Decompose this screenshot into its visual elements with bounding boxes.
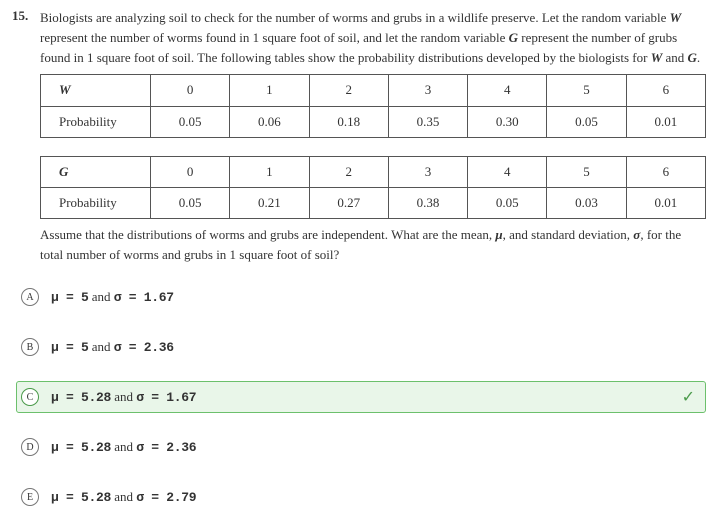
tw-prob-label: Probability	[41, 106, 151, 137]
var-W: W	[670, 10, 682, 25]
question-body: Biologists are analyzing soil to check f…	[40, 8, 706, 265]
tw-cell: 0.18	[309, 106, 388, 137]
choice-mu: μ = 5.28	[51, 440, 111, 455]
tw-cell: 5	[547, 75, 626, 106]
tg-cell: 0.01	[626, 187, 705, 218]
choice-sigma: σ = 2.36	[136, 440, 196, 455]
q-text: Biologists are analyzing soil to check f…	[40, 10, 670, 25]
choice-and: and	[111, 389, 136, 404]
tg-cell: 1	[230, 156, 309, 187]
choice-text: μ = 5 and σ = 2.36	[51, 339, 174, 355]
q-text: represent the number of worms found in 1…	[40, 30, 509, 45]
choice-letter: B	[21, 338, 39, 356]
tg-cell: 6	[626, 156, 705, 187]
check-icon: ✓	[682, 387, 695, 407]
tw-cell: 3	[388, 75, 467, 106]
tw-label: W	[41, 75, 151, 106]
question-number: 15.	[12, 8, 40, 24]
choice-sigma: σ = 2.79	[136, 490, 196, 505]
tg-cell: 2	[309, 156, 388, 187]
mu-symbol: μ	[495, 227, 502, 242]
choice-sigma: σ = 1.67	[136, 390, 196, 405]
choice-mu: μ = 5.28	[51, 490, 111, 505]
choice-letter: E	[21, 488, 39, 506]
tw-cell: 0.35	[388, 106, 467, 137]
tg-cell: 0.27	[309, 187, 388, 218]
choice-mu: μ = 5	[51, 340, 89, 355]
tg-cell: 4	[468, 156, 547, 187]
choice-and: and	[89, 289, 114, 304]
var-G: G	[509, 30, 518, 45]
tw-cell: 0	[151, 75, 230, 106]
table-row: Probability 0.05 0.06 0.18 0.35 0.30 0.0…	[41, 106, 706, 137]
choice-text: μ = 5.28 and σ = 1.67	[51, 389, 196, 405]
tw-cell: 2	[309, 75, 388, 106]
tw-cell: 0.01	[626, 106, 705, 137]
q-text: .	[697, 50, 700, 65]
var-G2: G	[688, 50, 697, 65]
tg-cell: 0.05	[468, 187, 547, 218]
answer-choices: A μ = 5 and σ = 1.67 B μ = 5 and σ = 2.3…	[16, 281, 706, 513]
choice-sigma: σ = 2.36	[114, 340, 174, 355]
tg-cell: 3	[388, 156, 467, 187]
choice-letter: A	[21, 288, 39, 306]
question-row: 15. Biologists are analyzing soil to che…	[12, 8, 706, 265]
tw-cell: 0.30	[468, 106, 547, 137]
tw-cell: 0.05	[547, 106, 626, 137]
choice-D[interactable]: D μ = 5.28 and σ = 2.36	[16, 431, 706, 463]
table-row: G 0 1 2 3 4 5 6	[41, 156, 706, 187]
table-row: W 0 1 2 3 4 5 6	[41, 75, 706, 106]
tw-cell: 0.06	[230, 106, 309, 137]
tg-cell: 0.38	[388, 187, 467, 218]
choice-letter: C	[21, 388, 39, 406]
choice-text: μ = 5.28 and σ = 2.36	[51, 439, 196, 455]
choice-A[interactable]: A μ = 5 and σ = 1.67	[16, 281, 706, 313]
tg-prob-label: Probability	[41, 187, 151, 218]
choice-and: and	[111, 489, 136, 504]
choice-sigma: σ = 1.67	[114, 290, 174, 305]
choice-mu: μ = 5	[51, 290, 89, 305]
choice-B[interactable]: B μ = 5 and σ = 2.36	[16, 331, 706, 363]
tw-cell: 0.05	[151, 106, 230, 137]
question-after: Assume that the distributions of worms a…	[40, 225, 706, 265]
after-text: , and standard deviation,	[503, 227, 634, 242]
tg-cell: 0	[151, 156, 230, 187]
q-text: and	[662, 50, 687, 65]
choice-E[interactable]: E μ = 5.28 and σ = 2.79	[16, 481, 706, 513]
tw-cell: 1	[230, 75, 309, 106]
tg-label: G	[41, 156, 151, 187]
table-row: Probability 0.05 0.21 0.27 0.38 0.05 0.0…	[41, 187, 706, 218]
table-G: G 0 1 2 3 4 5 6 Probability 0.05 0.21 0.…	[40, 156, 706, 219]
choice-and: and	[111, 439, 136, 454]
var-W2: W	[651, 50, 663, 65]
tg-cell: 0.05	[151, 187, 230, 218]
tw-cell: 4	[468, 75, 547, 106]
tg-cell: 0.21	[230, 187, 309, 218]
tg-cell: 5	[547, 156, 626, 187]
choice-letter: D	[21, 438, 39, 456]
choice-text: μ = 5 and σ = 1.67	[51, 289, 174, 305]
table-W: W 0 1 2 3 4 5 6 Probability 0.05 0.06 0.…	[40, 74, 706, 137]
choice-C[interactable]: C μ = 5.28 and σ = 1.67 ✓	[16, 381, 706, 413]
tg-cell: 0.03	[547, 187, 626, 218]
after-text: Assume that the distributions of worms a…	[40, 227, 495, 242]
tw-cell: 6	[626, 75, 705, 106]
choice-and: and	[89, 339, 114, 354]
choice-text: μ = 5.28 and σ = 2.79	[51, 489, 196, 505]
choice-mu: μ = 5.28	[51, 390, 111, 405]
